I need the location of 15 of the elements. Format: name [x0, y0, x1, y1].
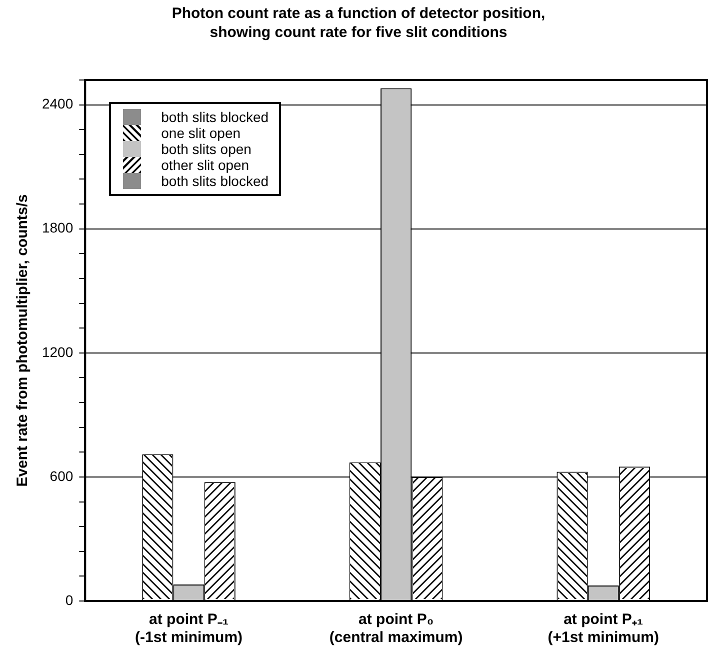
chart-title: Photon count rate as a function of detector position, showing count rate for five slit conditions — [170, 4, 546, 42]
y-tick-label: 600 — [50, 468, 74, 484]
legend-label: both slits blocked — [161, 173, 269, 189]
legend-label: both slits blocked — [161, 109, 269, 125]
y-tick-label: 1200 — [42, 344, 74, 360]
y-tick-label: 0 — [65, 592, 74, 608]
legend-label: other slit open — [161, 157, 250, 173]
legend-label: both slits open — [161, 141, 252, 157]
legend-label: one slit open — [161, 125, 241, 141]
x-tick-label: at point P₋₁ (-1st minimum) — [135, 611, 243, 646]
x-tick-label: at point P₀ (central maximum) — [329, 611, 463, 646]
y-tick-label: 1800 — [42, 220, 74, 236]
y-axis-title: Event rate from photomultiplier, counts/s — [14, 194, 32, 487]
y-tick-label: 2400 — [42, 96, 74, 112]
x-tick-label: at point P₊₁ (+1st minimum) — [548, 611, 659, 646]
